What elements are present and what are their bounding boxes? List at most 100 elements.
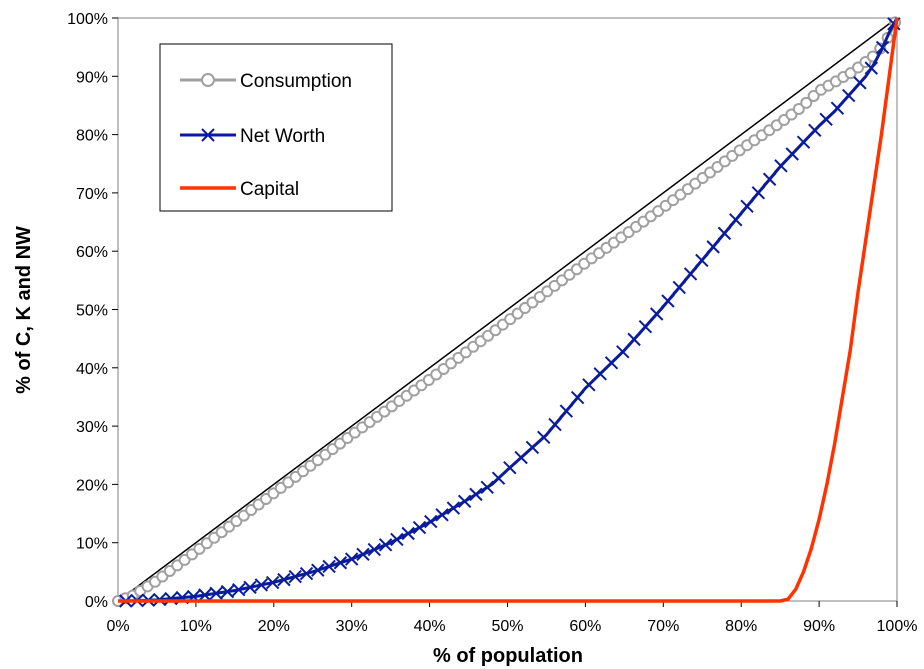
x-tick-label: 20% bbox=[258, 618, 290, 635]
y-tick-label: 50% bbox=[76, 303, 108, 320]
net-worth-point bbox=[762, 172, 777, 186]
legend: Consumption Net Worth Capital bbox=[159, 43, 393, 212]
net-worth-point bbox=[785, 147, 799, 161]
net-worth-point bbox=[265, 575, 280, 590]
net-worth-point bbox=[503, 461, 517, 475]
y-tick-label: 20% bbox=[76, 477, 108, 494]
net-worth-point bbox=[841, 88, 856, 103]
net-worth-point bbox=[435, 508, 449, 522]
net-worth-point bbox=[875, 40, 890, 55]
consumption-point bbox=[800, 96, 813, 109]
capital-line bbox=[118, 17, 899, 603]
consumption-point bbox=[792, 102, 805, 115]
y-axis-title: % of C, K and NW bbox=[13, 226, 35, 394]
y-tick-label: 80% bbox=[76, 128, 108, 145]
consumption-legend-label: Consumption bbox=[240, 71, 352, 92]
net-worth-point bbox=[616, 345, 630, 359]
x-tick-label: 60% bbox=[569, 618, 601, 635]
net-worth-legend-label: Net Worth bbox=[240, 126, 325, 147]
net-worth-point bbox=[311, 563, 325, 577]
net-worth-point bbox=[243, 580, 257, 595]
y-tick-label: 90% bbox=[76, 69, 108, 86]
y-tick-label: 70% bbox=[76, 186, 108, 203]
net-worth-point bbox=[254, 578, 269, 592]
net-worth-point bbox=[740, 199, 754, 214]
net-worth-point bbox=[559, 404, 574, 418]
x-tick-label: 0% bbox=[106, 618, 129, 635]
net-worth-point bbox=[593, 367, 607, 381]
net-worth-point bbox=[604, 356, 619, 370]
net-worth-point bbox=[808, 123, 822, 138]
net-worth-point bbox=[457, 494, 472, 509]
net-worth-point bbox=[378, 538, 393, 552]
net-worth-point bbox=[717, 226, 732, 241]
net-worth-point bbox=[570, 390, 585, 405]
net-worth-point bbox=[525, 440, 540, 455]
consumption-point bbox=[201, 73, 215, 87]
net-worth-point bbox=[683, 267, 698, 281]
capital-series bbox=[118, 17, 899, 603]
net-worth-point bbox=[367, 542, 381, 557]
net-worth-point bbox=[695, 253, 709, 268]
x-tick-label: 10% bbox=[180, 618, 212, 635]
y-tick-label: 10% bbox=[76, 536, 108, 553]
net-worth-point bbox=[649, 307, 664, 321]
net-worth-point bbox=[201, 128, 215, 142]
net-worth-point bbox=[220, 584, 235, 599]
net-worth-point bbox=[333, 556, 348, 570]
net-worth-point bbox=[672, 280, 686, 295]
y-tick-label: 100% bbox=[67, 11, 108, 28]
y-tick-label: 30% bbox=[76, 419, 108, 436]
net-worth-point bbox=[446, 501, 461, 515]
net-worth-point bbox=[480, 480, 494, 495]
net-worth-point bbox=[209, 586, 223, 601]
net-worth-point bbox=[537, 430, 551, 445]
net-worth-point bbox=[424, 514, 438, 529]
net-worth-point bbox=[514, 450, 528, 465]
consumption-point bbox=[807, 89, 820, 102]
net-worth-point bbox=[751, 186, 766, 200]
net-worth-point bbox=[729, 213, 743, 227]
net-worth-series bbox=[119, 17, 901, 608]
x-tick-label: 30% bbox=[336, 618, 368, 635]
net-worth-point bbox=[638, 319, 653, 334]
net-worth-point bbox=[627, 332, 641, 347]
net-worth-point bbox=[548, 417, 562, 432]
consumption-series bbox=[112, 16, 902, 607]
net-worth-point bbox=[344, 552, 359, 566]
net-worth-point bbox=[198, 588, 212, 602]
y-tick-label: 60% bbox=[76, 244, 108, 261]
net-worth-point bbox=[774, 159, 788, 173]
x-tick-label: 70% bbox=[647, 618, 679, 635]
net-worth-point bbox=[853, 76, 867, 90]
y-tick-label: 0% bbox=[85, 594, 108, 611]
capital-legend-label: Capital bbox=[240, 179, 299, 200]
net-worth-point bbox=[322, 559, 336, 574]
net-worth-point bbox=[469, 487, 483, 502]
net-worth-point bbox=[796, 135, 811, 149]
equality-line bbox=[117, 17, 898, 602]
x-tick-label: 50% bbox=[491, 618, 523, 635]
net-worth-point bbox=[232, 582, 246, 597]
x-tick-label: 90% bbox=[803, 618, 835, 635]
net-worth-point bbox=[277, 572, 291, 587]
x-tick-label: 80% bbox=[725, 618, 757, 635]
net-worth-point bbox=[401, 526, 415, 541]
net-worth-point bbox=[830, 101, 845, 115]
net-worth-point bbox=[299, 566, 314, 581]
net-worth-point bbox=[706, 240, 720, 254]
net-worth-point bbox=[491, 471, 506, 485]
net-worth-point bbox=[582, 378, 596, 392]
net-worth-point bbox=[864, 61, 879, 75]
y-tick-label: 40% bbox=[76, 361, 108, 378]
net-worth-point bbox=[661, 294, 675, 308]
net-worth-point bbox=[819, 112, 833, 127]
net-worth-point bbox=[288, 569, 302, 584]
net-worth-point bbox=[356, 547, 370, 561]
x-axis-title: % of population bbox=[433, 645, 583, 667]
net-worth-point bbox=[412, 520, 427, 535]
x-tick-label: 100% bbox=[877, 618, 918, 635]
x-tick-label: 40% bbox=[414, 618, 446, 635]
legend-box bbox=[159, 43, 393, 212]
